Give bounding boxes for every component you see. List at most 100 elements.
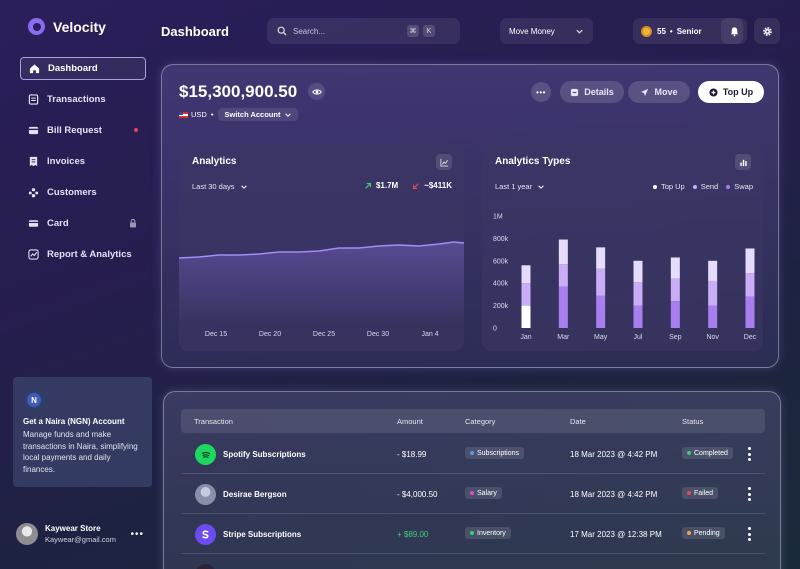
table-row[interactable]: Desirae Bergson - $4,000.50 Salary 18 Ma… [181, 474, 765, 514]
velocity-logo-icon [28, 18, 45, 35]
sidebar-item-bill-request[interactable]: Bill Request [20, 119, 146, 142]
types-range-dropdown[interactable]: Last 1 year [495, 182, 545, 191]
sidebar-item-report-analytics[interactable]: Report & Analytics [20, 243, 146, 266]
bar-send-jan[interactable] [521, 283, 531, 306]
row-actions-icon[interactable] [746, 527, 752, 541]
transaction-amount: - $18.99 [397, 450, 427, 459]
sidebar-item-card[interactable]: Card [20, 212, 146, 235]
gear-icon [762, 26, 772, 36]
sidebar-item-invoices[interactable]: Invoices [20, 150, 146, 173]
legend-item-top-up: Top Up [652, 182, 685, 191]
sidebar-item-transactions[interactable]: Transactions [20, 88, 146, 111]
chevron-down-icon [240, 184, 247, 189]
y-tick-label: 400k [493, 281, 509, 288]
brand[interactable]: Velocity [28, 18, 106, 35]
sidebar-item-customers[interactable]: Customers [20, 181, 146, 204]
x-tick-label: Sep [669, 334, 682, 341]
legend-dot [652, 184, 657, 189]
category-dot [470, 531, 474, 535]
analytics-line [179, 241, 464, 259]
transaction-logo-icon [195, 564, 216, 569]
x-tick-label: Dec 25 [312, 331, 336, 338]
transaction-date: 17 Mar 2023 @ 12:38 PM [570, 530, 662, 539]
search-input[interactable] [293, 26, 403, 36]
top-up-button[interactable]: Top Up [698, 81, 764, 103]
search-icon [277, 26, 287, 36]
bar-chart-button[interactable] [735, 154, 751, 170]
card-icon [28, 218, 39, 229]
bar-top-up-sep[interactable] [670, 301, 680, 328]
transaction-name: Stripe Subscriptions [223, 530, 302, 539]
column-header-amount[interactable]: Amount [397, 417, 423, 426]
details-button[interactable]: Details [560, 81, 624, 103]
expense-kpi: ~$411K [412, 181, 452, 190]
bar-swap-jan[interactable] [521, 265, 531, 284]
sidebar-item-dashboard[interactable]: Dashboard [20, 57, 146, 80]
table-row[interactable]: Stripe Subscriptions + $89.00 Inventory … [181, 514, 765, 554]
user-email: Kaywear@gmail.com [45, 535, 116, 544]
k-key: K [423, 25, 435, 37]
toggle-balance-visibility[interactable] [308, 83, 325, 100]
bar-send-mar[interactable] [558, 264, 568, 287]
switch-account-button[interactable]: Switch Account [218, 108, 299, 121]
bar-send-jul[interactable] [633, 282, 643, 306]
rank-badge[interactable]: 55 • Senior [633, 18, 743, 44]
user-profile[interactable]: Kaywear Store Kaywear@gmail.com ••• [16, 523, 148, 545]
search-bar[interactable]: ⌘ K [267, 18, 460, 44]
command-key: ⌘ [407, 25, 419, 37]
transaction-name: Desirae Bergson [223, 490, 287, 499]
bar-send-may[interactable] [596, 268, 606, 296]
category-label: Inventory [477, 529, 506, 537]
bar-send-dec[interactable] [745, 273, 755, 297]
sidebar: Velocity Dashboard Transactions Bill Req… [0, 0, 158, 569]
x-tick-label: Dec [744, 334, 757, 341]
promo-text: Manage funds and make transactions in Na… [23, 430, 138, 474]
bar-swap-sep[interactable] [670, 257, 680, 279]
bar-swap-may[interactable] [596, 247, 606, 269]
table-row[interactable] [181, 554, 765, 569]
settings-button[interactable] [754, 18, 780, 44]
bar-send-nov[interactable] [708, 280, 718, 306]
analytics-kpis: $1.7M ~$411K [364, 181, 452, 190]
bar-swap-nov[interactable] [708, 260, 718, 281]
column-header-transaction[interactable]: Transaction [194, 417, 233, 426]
naira-account-promo[interactable]: N Get a Naira (NGN) Account Manage funds… [13, 377, 152, 487]
balance-card: $15,300,900.50 USD • Switch Account ••• … [161, 64, 779, 368]
plus-circle-icon [709, 87, 718, 97]
table-row[interactable]: Spotify Subscriptions - $18.99 Subscript… [181, 434, 765, 474]
bar-top-up-mar[interactable] [558, 286, 568, 328]
bar-swap-dec[interactable] [745, 248, 755, 274]
sidebar-item-label: Customers [47, 187, 97, 198]
analytics-chart-button[interactable] [436, 154, 452, 170]
analytics-title: Analytics [192, 156, 237, 167]
move-money-label: Move Money [509, 26, 555, 36]
move-money-dropdown[interactable]: Move Money [500, 18, 593, 44]
column-header-status[interactable]: Status [682, 417, 704, 426]
row-actions-icon[interactable] [746, 447, 752, 461]
sidebar-nav: Dashboard Transactions Bill Request Invo… [20, 57, 146, 274]
bar-swap-mar[interactable] [558, 239, 568, 265]
transaction-name: Spotify Subscriptions [223, 450, 306, 459]
bar-send-sep[interactable] [670, 278, 680, 302]
more-actions-button[interactable]: ••• [531, 82, 551, 102]
analytics-panel: Analytics Last 30 days $1.7M ~$411K [179, 144, 464, 351]
column-header-date[interactable]: Date [570, 417, 586, 426]
column-header-category[interactable]: Category [465, 417, 496, 426]
analytics-range-dropdown[interactable]: Last 30 days [192, 182, 248, 191]
move-button[interactable]: Move [628, 81, 690, 103]
x-tick-label: Dec 15 [204, 331, 228, 338]
top-up-label: Top Up [722, 87, 754, 97]
bar-top-up-may[interactable] [596, 295, 606, 328]
notifications-button[interactable] [721, 18, 747, 44]
page-title: Dashboard [161, 24, 229, 39]
bar-swap-jul[interactable] [633, 260, 643, 283]
bar-top-up-jan[interactable] [521, 305, 531, 328]
analytics-line-chart [179, 241, 464, 324]
more-options-icon[interactable]: ••• [130, 529, 144, 540]
line-chart-icon [439, 158, 448, 167]
bar-top-up-jul[interactable] [633, 305, 643, 328]
x-tick-label: Dec 30 [366, 331, 390, 338]
bar-top-up-nov[interactable] [708, 305, 718, 328]
bar-top-up-dec[interactable] [745, 296, 755, 328]
row-actions-icon[interactable] [746, 487, 752, 501]
